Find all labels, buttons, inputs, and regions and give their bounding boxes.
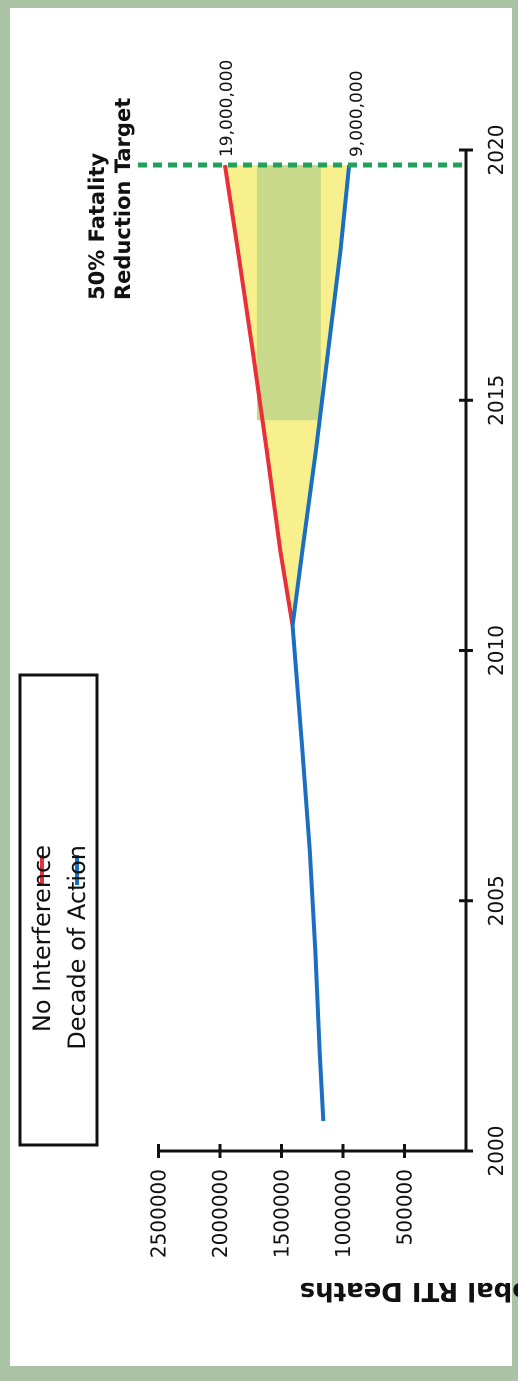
target-label-line2: Reduction Target <box>111 98 135 300</box>
y-tick-label: 2000000 <box>208 1169 232 1258</box>
legend: No Interference Decade of Action <box>18 673 99 1147</box>
series-decade-of-action <box>290 164 352 1122</box>
x-tick-label: 2015 <box>484 375 508 426</box>
x-tick-label: 2005 <box>484 875 508 926</box>
y-tick-label: 1500000 <box>270 1169 294 1258</box>
value-annotation: 9,000,000 <box>347 70 367 157</box>
target-label-line1: 50% Fatality <box>85 152 109 300</box>
legend-label-decade-of-action: Decade of Action <box>63 845 91 1050</box>
legend-box <box>18 673 99 1147</box>
y-tick-label: 1000000 <box>331 1169 355 1258</box>
legend-label-no-interference: No Interference <box>28 845 56 1032</box>
value-annotation: 19,000,000 <box>217 60 237 157</box>
y-axis-label: Global RTI Deaths <box>300 1276 518 1306</box>
y-tick-label: 500000 <box>393 1169 417 1245</box>
series-no-interference <box>222 164 295 626</box>
x-tick-label: 2010 <box>484 625 508 676</box>
x-tick-label: 2000 <box>484 1126 508 1177</box>
x-tick-label: 2020 <box>484 125 508 176</box>
y-tick-label: 2500000 <box>147 1169 171 1258</box>
inner-band <box>256 165 321 421</box>
